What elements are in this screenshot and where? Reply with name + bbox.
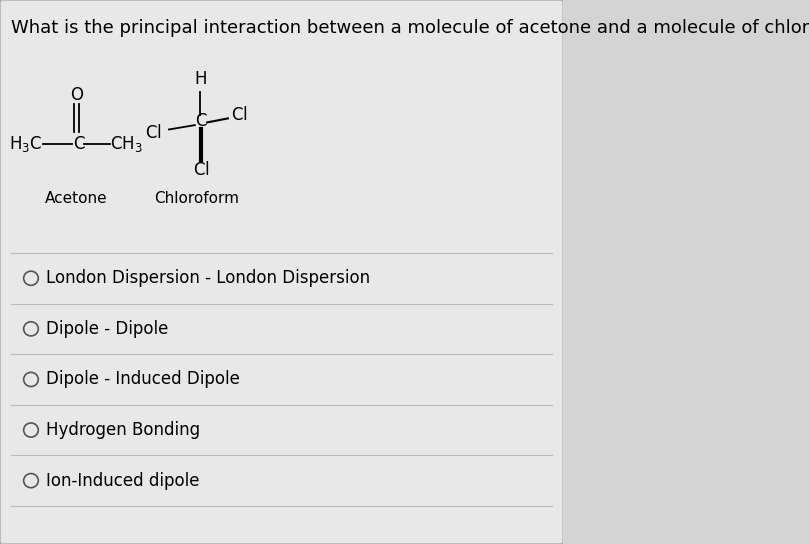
Text: $\mathrm{Cl}$: $\mathrm{Cl}$ (193, 160, 210, 179)
Text: Acetone: Acetone (44, 191, 108, 206)
Text: Ion-Induced dipole: Ion-Induced dipole (46, 472, 200, 490)
Text: $\mathrm{H_3C}$: $\mathrm{H_3C}$ (9, 134, 42, 154)
Text: $\mathrm{CH_3}$: $\mathrm{CH_3}$ (110, 134, 143, 154)
Text: Hydrogen Bonding: Hydrogen Bonding (46, 421, 201, 439)
FancyBboxPatch shape (0, 0, 563, 544)
Text: $\mathrm{O}$: $\mathrm{O}$ (70, 86, 83, 104)
Text: Dipole - Induced Dipole: Dipole - Induced Dipole (46, 370, 240, 388)
Text: $\mathrm{C}$: $\mathrm{C}$ (73, 135, 86, 153)
Text: $\mathrm{C}$: $\mathrm{C}$ (195, 112, 207, 130)
Text: $\mathrm{Cl}$: $\mathrm{Cl}$ (146, 124, 162, 143)
Text: What is the principal interaction between a molecule of acetone and a molecule o: What is the principal interaction betwee… (11, 19, 809, 37)
Text: $\mathrm{H}$: $\mathrm{H}$ (193, 70, 206, 88)
Text: Chloroform: Chloroform (155, 191, 239, 206)
Text: $\mathrm{Cl}$: $\mathrm{Cl}$ (231, 106, 248, 125)
Text: London Dispersion - London Dispersion: London Dispersion - London Dispersion (46, 269, 371, 287)
Text: Dipole - Dipole: Dipole - Dipole (46, 320, 168, 338)
